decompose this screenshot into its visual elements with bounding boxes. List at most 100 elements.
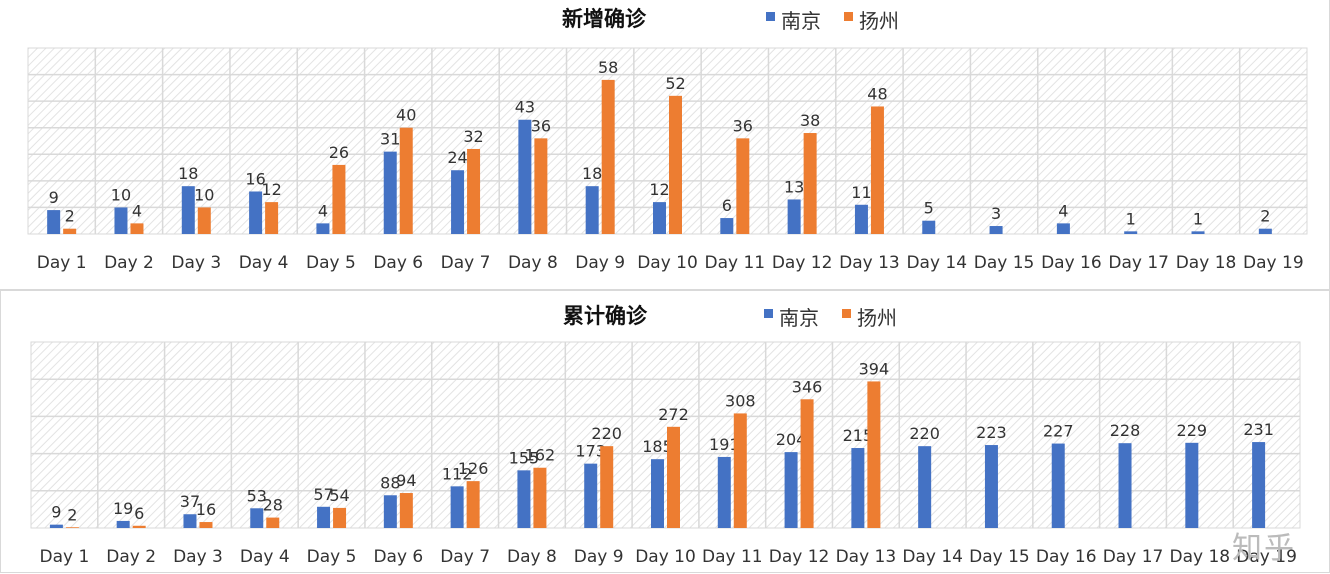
x-tick-label: Day 13	[839, 253, 900, 273]
bar-nanjing-day19	[1252, 442, 1266, 528]
x-tick-label: Day 7	[440, 547, 490, 567]
data-label-nanjing: 11	[851, 183, 871, 202]
bar-nanjing-day4	[250, 508, 264, 528]
bar-nanjing-day13	[851, 448, 865, 528]
data-label-yangzhou: 308	[725, 391, 756, 410]
bar-nanjing-day7	[451, 170, 465, 234]
data-label-nanjing: 185	[642, 437, 673, 456]
x-tick-label: Day 17	[1108, 253, 1169, 273]
data-label-nanjing: 43	[515, 98, 535, 117]
bar-yangzhou-day13	[867, 381, 881, 528]
bar-nanjing-day2	[114, 207, 128, 234]
x-tick-label: Day 18	[1170, 547, 1231, 567]
data-label-yangzhou: 2	[67, 505, 77, 524]
bar-yangzhou-day5	[333, 507, 347, 528]
data-label-yangzhou: 162	[525, 446, 556, 465]
data-label-nanjing: 223	[976, 423, 1007, 442]
x-tick-label: Day 4	[239, 253, 289, 273]
x-tick-label: Day 2	[106, 547, 156, 567]
x-tick-label: Day 16	[1036, 547, 1097, 567]
x-tick-label: Day 11	[702, 547, 763, 567]
legend-swatch-nanjing	[764, 309, 773, 318]
chart-panel-cumulative-cases: 累计确诊 南京 扬州 9 2 Day 1 19 6 Day 2 37 16 Day 3 53 28 Day …	[0, 290, 1330, 573]
data-label-yangzhou: 4	[132, 201, 142, 220]
bar-nanjing-day10	[651, 459, 664, 528]
data-label-nanjing: 9	[49, 188, 59, 207]
bar-nanjing-day5	[317, 506, 331, 528]
bar-nanjing-day12	[787, 199, 801, 234]
x-tick-label: Day 18	[1176, 253, 1237, 273]
x-tick-label: Day 17	[1103, 547, 1164, 567]
bar-yangzhou-day2	[130, 223, 144, 234]
data-label-yangzhou: 220	[591, 424, 622, 443]
x-tick-label: Day 2	[104, 253, 154, 273]
data-label-nanjing: 5	[924, 199, 934, 218]
data-label-yangzhou: 10	[194, 185, 214, 204]
data-label-nanjing: 215	[843, 426, 874, 445]
data-label-nanjing: 18	[178, 164, 198, 183]
bar-yangzhou-day3	[197, 207, 211, 234]
bar-yangzhou-day13	[870, 106, 884, 234]
data-label-nanjing: 4	[1058, 201, 1068, 220]
data-label-yangzhou: 272	[658, 405, 689, 424]
data-label-nanjing: 12	[649, 180, 669, 199]
data-label-nanjing: 31	[380, 130, 400, 149]
legend-swatch-yangzhou	[844, 12, 853, 21]
data-label-yangzhou: 38	[800, 111, 820, 130]
chart-title: 累计确诊	[563, 304, 648, 328]
bar-nanjing-day4	[249, 191, 263, 234]
data-label-yangzhou: 40	[396, 106, 416, 125]
x-tick-label: Day 1	[37, 253, 87, 273]
bar-yangzhou-day8	[533, 467, 547, 528]
bar-nanjing-day6	[383, 495, 397, 528]
bar-nanjing-day6	[383, 151, 397, 234]
bar-yangzhou-day9	[600, 446, 614, 528]
bar-nanjing-day11	[717, 456, 731, 528]
data-label-nanjing: 227	[1043, 422, 1074, 441]
data-label-nanjing: 204	[776, 430, 807, 449]
bar-nanjing-day1	[49, 524, 63, 528]
data-label-yangzhou: 52	[665, 74, 685, 93]
bar-nanjing-day16	[1056, 223, 1070, 234]
bar-nanjing-day7	[450, 486, 464, 528]
data-label-yangzhou: 6	[134, 504, 144, 523]
data-label-yangzhou: 58	[598, 58, 618, 77]
x-tick-label: Day 8	[507, 547, 557, 567]
data-label-nanjing: 9	[51, 503, 61, 522]
data-label-yangzhou: 48	[867, 84, 887, 103]
bar-nanjing-day10	[653, 202, 666, 234]
legend-label-nanjing: 南京	[781, 9, 821, 33]
data-label-nanjing: 13	[784, 177, 804, 196]
data-label-yangzhou: 54	[329, 486, 349, 505]
bar-nanjing-day18	[1191, 231, 1205, 234]
x-tick-label: Day 10	[637, 253, 698, 273]
data-label-yangzhou: 36	[531, 116, 551, 135]
bar-nanjing-day15	[989, 226, 1003, 234]
bar-yangzhou-day3	[199, 522, 213, 528]
x-tick-label: Day 11	[705, 253, 766, 273]
bar-yangzhou-day12	[803, 133, 817, 234]
bar-yangzhou-day10	[667, 426, 680, 528]
bar-yangzhou-day2	[132, 525, 146, 528]
bar-yangzhou-day6	[399, 493, 413, 528]
bar-yangzhou-day6	[399, 127, 413, 234]
bar-nanjing-day8	[517, 470, 531, 528]
data-label-nanjing: 6	[722, 196, 732, 215]
x-tick-label: Day 15	[974, 253, 1035, 273]
legend-swatch-yangzhou	[842, 309, 851, 318]
data-label-yangzhou: 12	[261, 180, 281, 199]
chart-panel-new-cases: 新增确诊 南京 扬州 9 2 Day 1 10 4 Day 2 18 10 Day 3 16 12 Day …	[0, 0, 1330, 290]
data-label-nanjing: 18	[582, 164, 602, 183]
bar-yangzhou-day1	[63, 228, 77, 234]
bar-nanjing-day8	[518, 119, 532, 234]
bar-nanjing-day14	[922, 220, 936, 234]
data-label-yangzhou: 32	[463, 127, 483, 146]
bar-nanjing-day14	[918, 446, 932, 528]
data-label-yangzhou: 26	[329, 143, 349, 162]
data-label-nanjing: 220	[909, 424, 940, 443]
bar-yangzhou-day5	[332, 164, 346, 234]
bar-yangzhou-day10	[669, 95, 682, 234]
bar-nanjing-day5	[316, 223, 330, 234]
bar-yangzhou-day7	[466, 481, 480, 528]
